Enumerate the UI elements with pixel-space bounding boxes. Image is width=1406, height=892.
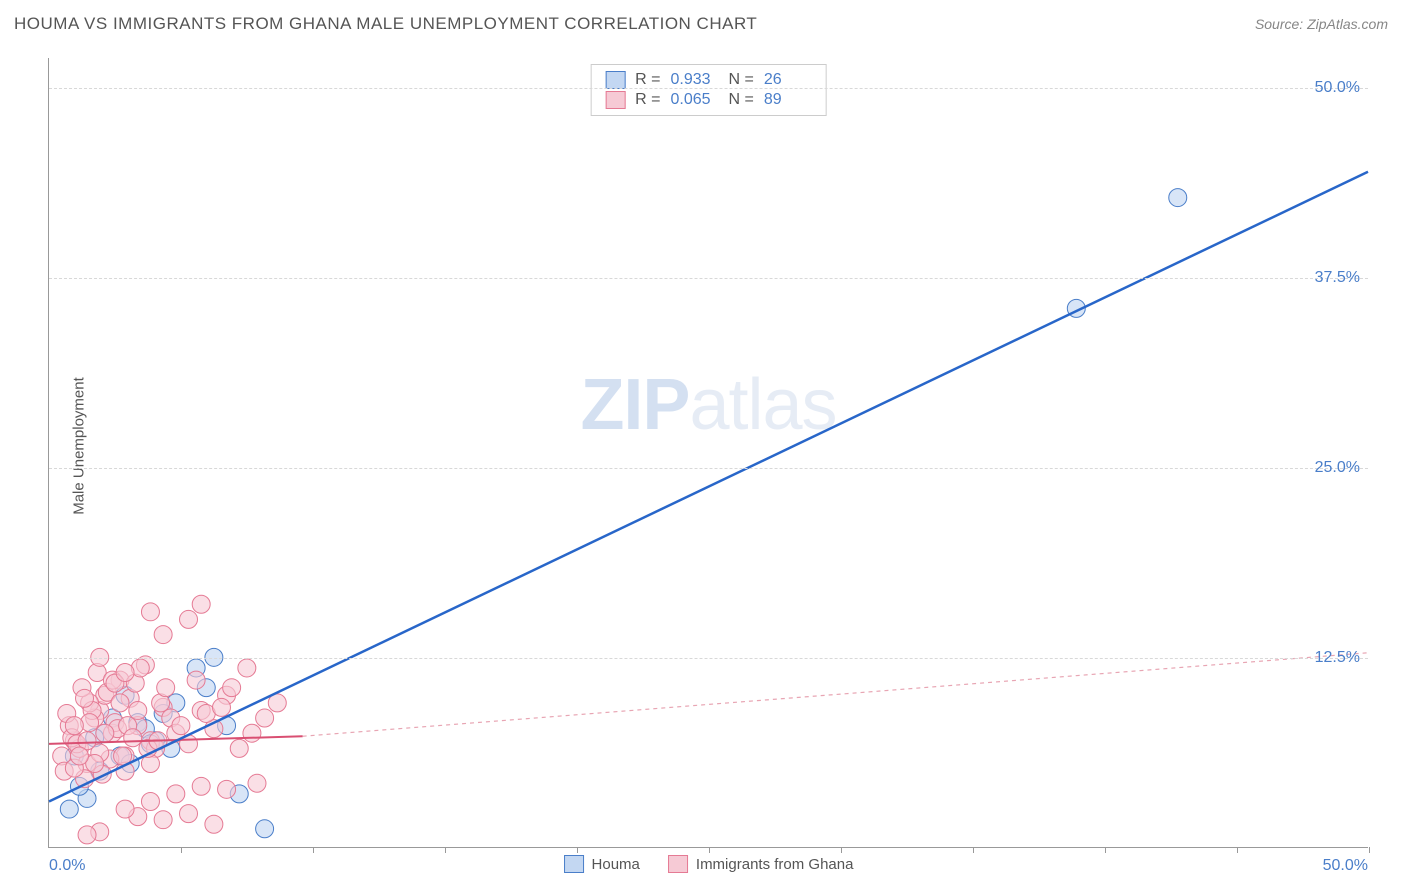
gridline (49, 88, 1368, 89)
data-point (187, 671, 205, 689)
data-point (70, 747, 88, 765)
data-point (157, 679, 175, 697)
data-point (180, 610, 198, 628)
legend-item-houma: Houma (564, 855, 640, 873)
chart-plot-area: ZIPatlas R = 0.933 N = 26 R = 0.065 N = … (48, 58, 1368, 848)
scatter-plot-svg (49, 58, 1368, 847)
data-point (60, 800, 78, 818)
x-tick (181, 847, 182, 853)
data-point (129, 701, 147, 719)
legend-row-houma: R = 0.933 N = 26 (605, 71, 812, 89)
trend-line (49, 172, 1368, 802)
data-point (248, 774, 266, 792)
trend-line (303, 653, 1368, 736)
data-point (192, 777, 210, 795)
series-legend: Houma Immigrants from Ghana (564, 855, 854, 873)
y-tick-label: 50.0% (1315, 79, 1360, 97)
x-axis-min-label: 0.0% (49, 857, 85, 875)
y-tick-label: 25.0% (1315, 459, 1360, 477)
data-point (218, 780, 236, 798)
data-point (124, 729, 142, 747)
data-point (141, 792, 159, 810)
data-point (111, 694, 129, 712)
data-point (223, 679, 241, 697)
data-point (230, 739, 248, 757)
data-point (205, 815, 223, 833)
x-axis-max-label: 50.0% (1323, 857, 1368, 875)
data-point (180, 805, 198, 823)
data-point (256, 709, 274, 727)
r-value-ghana: 0.065 (671, 91, 719, 109)
x-tick (709, 847, 710, 853)
x-tick (1369, 847, 1370, 853)
data-point (154, 626, 172, 644)
y-tick-label: 37.5% (1315, 269, 1360, 287)
data-point (243, 724, 261, 742)
data-point (167, 785, 185, 803)
data-point (141, 603, 159, 621)
x-tick (313, 847, 314, 853)
y-tick-label: 12.5% (1315, 649, 1360, 667)
source-attribution: Source: ZipAtlas.com (1255, 16, 1388, 32)
swatch-blue (605, 71, 625, 89)
gridline (49, 658, 1368, 659)
chart-title: HOUMA VS IMMIGRANTS FROM GHANA MALE UNEM… (14, 14, 757, 34)
r-value-houma: 0.933 (671, 71, 719, 89)
swatch-pink (605, 91, 625, 109)
x-tick (577, 847, 578, 853)
legend-item-ghana: Immigrants from Ghana (668, 855, 854, 873)
gridline (49, 278, 1368, 279)
data-point (154, 811, 172, 829)
x-tick (1105, 847, 1106, 853)
data-point (116, 664, 134, 682)
n-value-houma: 26 (764, 71, 812, 89)
swatch-blue-icon (564, 855, 584, 873)
data-point (1169, 189, 1187, 207)
data-point (116, 800, 134, 818)
x-tick (841, 847, 842, 853)
x-tick (1237, 847, 1238, 853)
data-point (65, 717, 83, 735)
data-point (256, 820, 274, 838)
data-point (172, 717, 190, 735)
data-point (96, 724, 114, 742)
swatch-pink-icon (668, 855, 688, 873)
data-point (76, 689, 94, 707)
x-tick (445, 847, 446, 853)
x-tick (973, 847, 974, 853)
data-point (212, 698, 230, 716)
data-point (192, 595, 210, 613)
legend-row-ghana: R = 0.065 N = 89 (605, 91, 812, 109)
gridline (49, 468, 1368, 469)
data-point (78, 826, 96, 844)
data-point (238, 659, 256, 677)
n-value-ghana: 89 (764, 91, 812, 109)
correlation-legend: R = 0.933 N = 26 R = 0.065 N = 89 (590, 64, 827, 116)
